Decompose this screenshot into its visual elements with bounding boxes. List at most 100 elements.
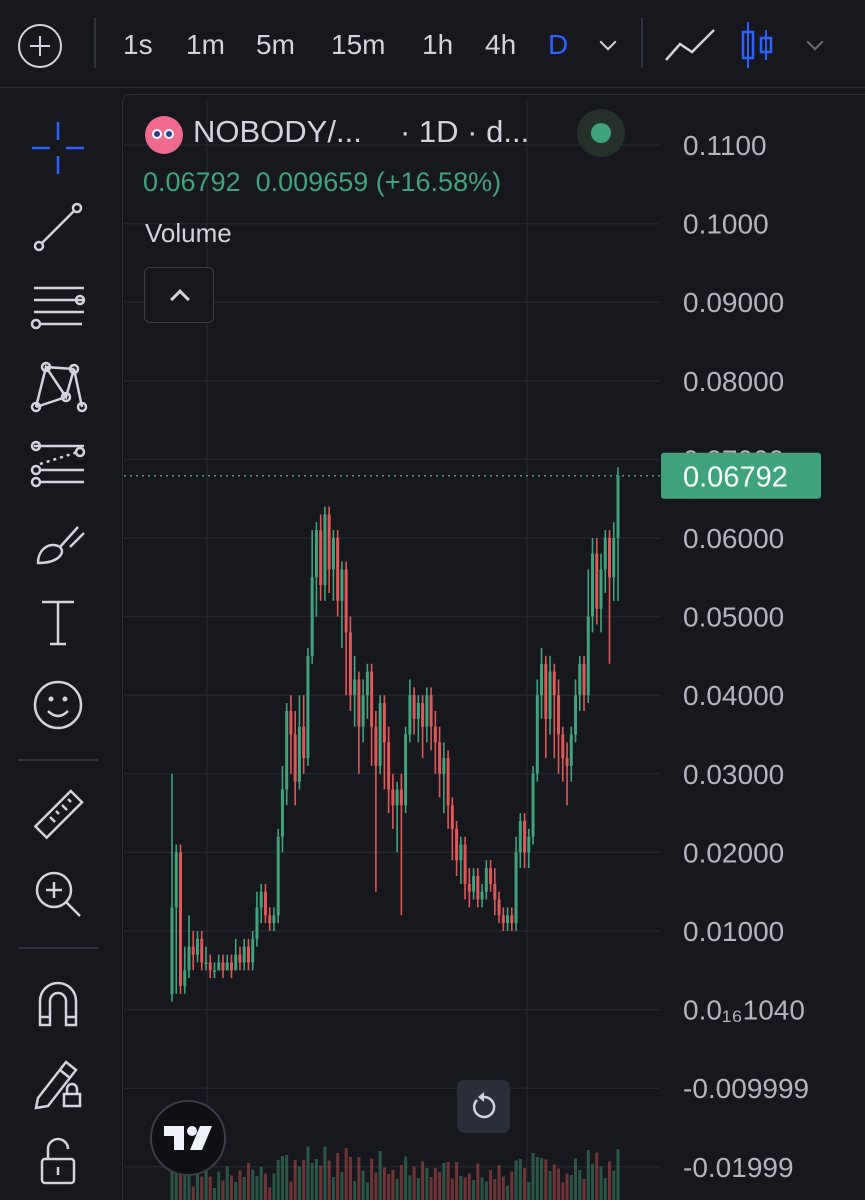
- candle-body: [608, 538, 612, 578]
- candle-body: [361, 695, 365, 727]
- candle-body: [591, 553, 595, 617]
- volume-bar: [463, 1177, 467, 1200]
- chart-pane[interactable]: [122, 94, 865, 1200]
- emoji-tool[interactable]: [22, 669, 94, 741]
- volume-bar: [455, 1162, 459, 1200]
- timeframe-1m[interactable]: 1m: [186, 29, 225, 60]
- logo-eye-left: [152, 129, 162, 139]
- candle-body: [229, 962, 233, 971]
- candle-body: [399, 789, 403, 806]
- volume-bar: [382, 1167, 386, 1200]
- text-tool[interactable]: [22, 586, 94, 658]
- candle-body: [408, 695, 412, 735]
- candle-body: [421, 703, 425, 727]
- volume-bar: [518, 1159, 522, 1200]
- unlock-tool[interactable]: [22, 1125, 94, 1197]
- last-price-badge-label: 0.06792: [683, 462, 788, 494]
- volume-bar: [238, 1170, 242, 1200]
- lock-drawing-icon: [34, 1060, 82, 1110]
- candle-body: [501, 915, 505, 924]
- timeframe-1h[interactable]: 1h: [422, 29, 454, 60]
- volume-bar: [467, 1173, 471, 1200]
- candle-body: [183, 970, 187, 987]
- volume-bar: [399, 1165, 403, 1200]
- volume-bar: [208, 1176, 212, 1200]
- candle-body: [251, 938, 255, 963]
- symbol-interval[interactable]: · 1D · d...: [400, 114, 530, 149]
- volume-bar: [344, 1148, 348, 1200]
- candle-body: [599, 569, 603, 609]
- timeframe-d[interactable]: D: [548, 29, 569, 60]
- change-value: 0.009659: [255, 167, 369, 197]
- volume-bar: [438, 1172, 442, 1200]
- timeframe-5m[interactable]: 5m: [256, 29, 295, 60]
- lock-drawings-tool[interactable]: [22, 1046, 94, 1118]
- timeframe-4h[interactable]: 4h: [485, 29, 517, 60]
- line-chart-type-icon[interactable]: [664, 26, 716, 64]
- timeframe-1s[interactable]: 1s: [123, 29, 153, 60]
- candles-chart-type-icon[interactable]: [738, 20, 778, 70]
- fib-retracement-tool[interactable]: [22, 270, 94, 342]
- volume-bar: [195, 1170, 199, 1200]
- volume-bar: [569, 1175, 573, 1200]
- candle-body: [552, 671, 556, 696]
- toolbar-divider: [18, 947, 98, 949]
- volume-bar: [578, 1170, 582, 1200]
- top-toolbar: 1s 1m 5m 15m 1h 4h D: [0, 0, 865, 88]
- magnet-icon: [38, 981, 78, 1027]
- candle-body: [548, 671, 552, 719]
- trend-line-tool[interactable]: [22, 191, 94, 263]
- candle-body: [306, 655, 310, 759]
- text-icon: [42, 600, 74, 646]
- candle-body: [391, 789, 395, 806]
- candle-body: [374, 726, 378, 766]
- volume-bar: [370, 1158, 374, 1200]
- timeframe-15m[interactable]: 15m: [331, 29, 386, 60]
- price-axis-label: 0.1100: [683, 130, 767, 161]
- candle-body: [212, 970, 216, 972]
- candle-body: [442, 758, 446, 774]
- toolbar-divider: [18, 759, 98, 761]
- collapse-legend-button[interactable]: [144, 267, 214, 323]
- symbol-name[interactable]: NOBODY/...: [193, 114, 362, 149]
- volume-bar: [187, 1172, 191, 1200]
- candle-body: [340, 569, 344, 601]
- volume-bar: [552, 1164, 556, 1200]
- volume-bar: [540, 1158, 544, 1200]
- reset-chart-button[interactable]: [457, 1080, 510, 1133]
- volume-bar: [297, 1166, 301, 1200]
- price-axis-label: -0.01999: [683, 1152, 794, 1183]
- brush-tool[interactable]: [22, 507, 94, 579]
- candle-body: [297, 726, 301, 782]
- volume-bar: [497, 1165, 501, 1200]
- volume-bar: [523, 1168, 527, 1200]
- add-symbol-button[interactable]: [18, 24, 62, 68]
- volume-bar: [255, 1176, 259, 1200]
- market-status-indicator[interactable]: [577, 109, 625, 157]
- pattern-tool[interactable]: [22, 349, 94, 421]
- candle-body: [450, 805, 454, 829]
- volume-bar: [302, 1160, 306, 1200]
- volume-bar: [353, 1181, 357, 1200]
- last-price-value: 0.06792: [143, 167, 241, 197]
- volume-bar: [263, 1173, 267, 1200]
- forecast-tool[interactable]: [22, 428, 94, 500]
- candle-body: [472, 875, 476, 892]
- tradingview-logo[interactable]: [150, 1100, 226, 1176]
- candle-body: [404, 734, 408, 806]
- volume-bar: [421, 1161, 425, 1200]
- crosshair-tool[interactable]: [22, 112, 94, 184]
- zoom-in-tool[interactable]: [22, 858, 94, 930]
- volume-bar: [574, 1158, 578, 1200]
- volume-indicator-label[interactable]: Volume: [145, 218, 232, 248]
- volume-bar: [280, 1156, 284, 1200]
- candle-body: [370, 671, 374, 727]
- ruler-tool[interactable]: [22, 779, 94, 851]
- price-axis-label: 0.02000: [683, 837, 784, 868]
- candle-body: [217, 962, 221, 971]
- volume-bar: [527, 1182, 531, 1200]
- magnet-tool[interactable]: [22, 967, 94, 1039]
- volume-bar: [425, 1168, 429, 1200]
- trend-line-icon: [33, 202, 83, 252]
